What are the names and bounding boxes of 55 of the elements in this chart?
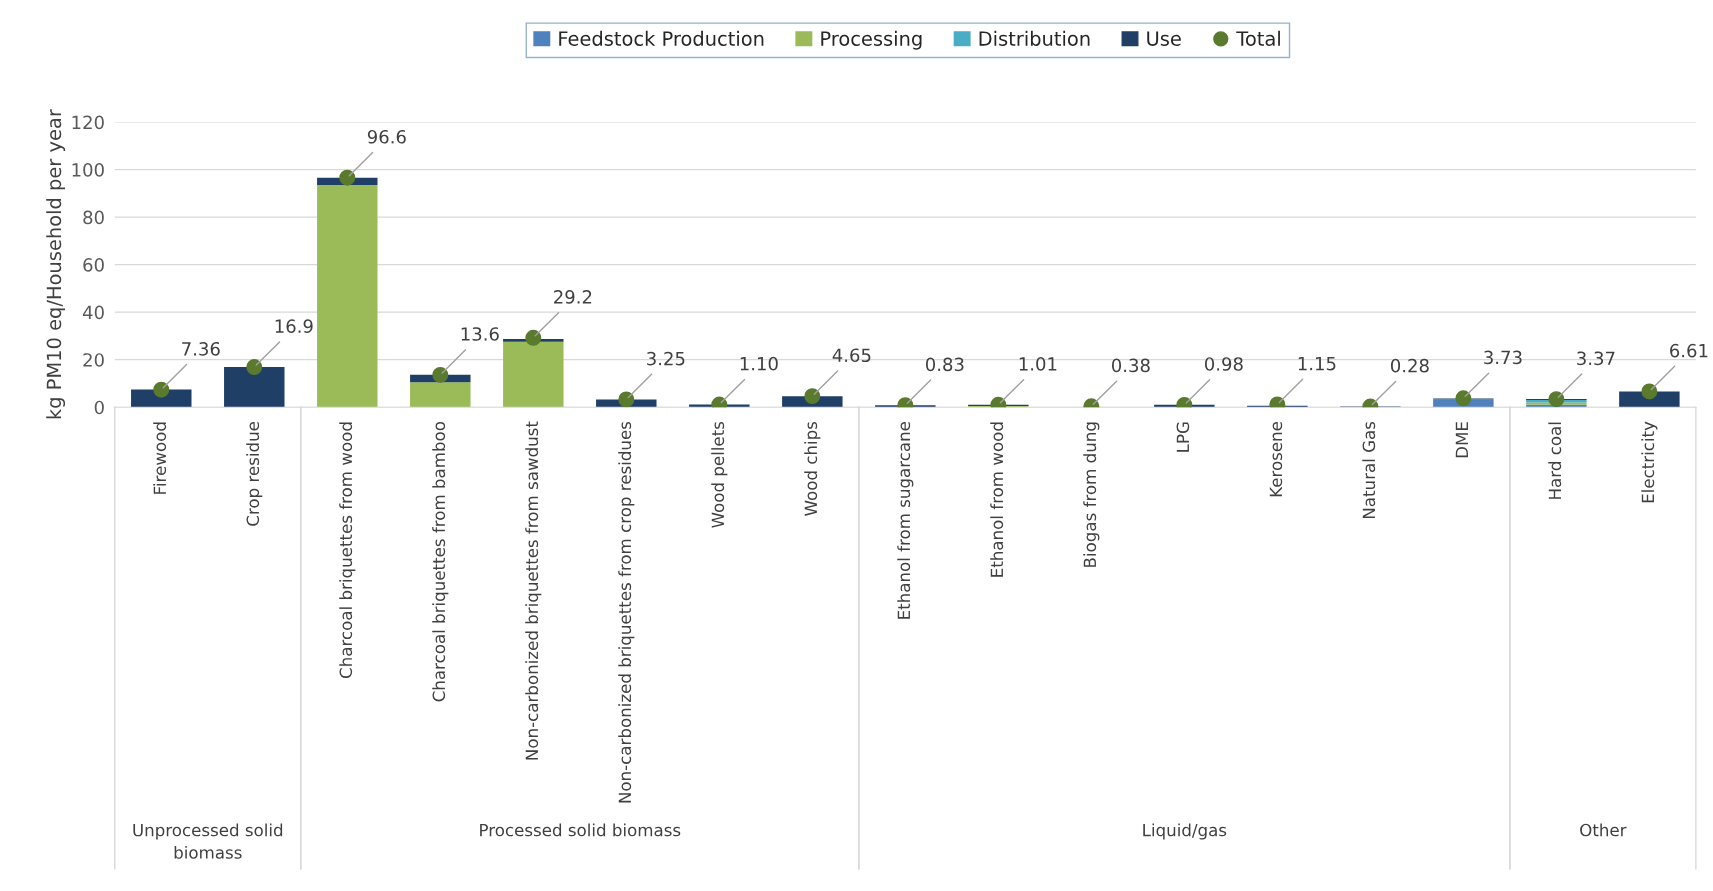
legend-label: Feedstock Production: [559, 30, 764, 46]
x-tick-label: Kerosene: [1269, 421, 1283, 497]
x-tick-label: Firewood: [153, 422, 167, 494]
y-tick-label: 0: [94, 400, 104, 415]
data-label: 1.10: [740, 356, 778, 371]
data-label: 0.38: [1111, 358, 1150, 373]
data-label: 6.61: [1670, 343, 1708, 358]
bar: [503, 341, 564, 408]
y-tick-label: 60: [83, 258, 104, 272]
y-tick-label: 120: [72, 115, 104, 130]
bar: [224, 367, 285, 408]
legend-label: Distribution: [979, 30, 1090, 46]
x-tick-label: Wood chips: [804, 421, 821, 516]
text: Other: [1580, 823, 1627, 837]
y-tick-label: 100: [72, 163, 104, 177]
text: Liquid/gas: [1143, 823, 1227, 840]
data-label: 1.15: [1298, 356, 1336, 371]
data-label: 3.73: [1484, 350, 1522, 365]
y-axis-title: kg PM10 eq/Household per year: [46, 109, 66, 419]
x-tick-label: Charcoal briquettes from bamboo: [432, 421, 449, 702]
data-label: 1.01: [1019, 357, 1057, 371]
data-label: 0.83: [925, 357, 964, 372]
x-tick-label: DME: [1455, 422, 1468, 458]
legend-label: Total: [1236, 30, 1280, 46]
y-tick-label: 40: [82, 305, 104, 320]
x-tick-label: LPG: [1176, 422, 1190, 452]
data-label: 0.28: [1390, 358, 1429, 373]
x-tick-label: Crop residue: [246, 421, 263, 526]
legend-label: Use: [1147, 31, 1181, 46]
data-label: 3.25: [647, 351, 685, 366]
x-tick-label: Electricity: [1641, 421, 1658, 503]
data-label: 16.9: [275, 319, 313, 333]
bar: [317, 185, 378, 408]
x-tick-label: Non-carbonized briquettes from crop residues: [618, 421, 635, 803]
data-label: 0.98: [1204, 357, 1243, 371]
x-tick-label: Ethanol from wood: [990, 422, 1004, 577]
legend-label: Processing: [821, 30, 922, 50]
y-tick-label: 80: [83, 210, 104, 225]
data-label: 7.36: [182, 341, 220, 356]
x-tick-label: Ethanol from sugarcane: [897, 421, 914, 619]
text: Unprocessed solid biomass: [133, 823, 283, 859]
data-label: 29.2: [554, 290, 592, 304]
text: Processed solid biomass: [480, 823, 681, 837]
x-tick-label: Biogas from dung: [1083, 422, 1100, 567]
data-label: 3.37: [1577, 351, 1615, 366]
data-label: 13.6: [461, 327, 499, 341]
x-tick-label: Hard coal: [1548, 422, 1562, 499]
data-label: 96.6: [367, 129, 406, 144]
bar: [410, 382, 471, 408]
y-tick-label: 20: [83, 353, 104, 367]
x-tick-label: Wood pellets: [711, 421, 728, 528]
data-label: 4.65: [832, 348, 871, 363]
x-tick-label: Charcoal briquettes from wood: [339, 422, 356, 678]
x-tick-label: Natural Gas: [1362, 421, 1376, 519]
x-tick-label: Non-carbonized briquettes from sawdust: [525, 421, 542, 760]
